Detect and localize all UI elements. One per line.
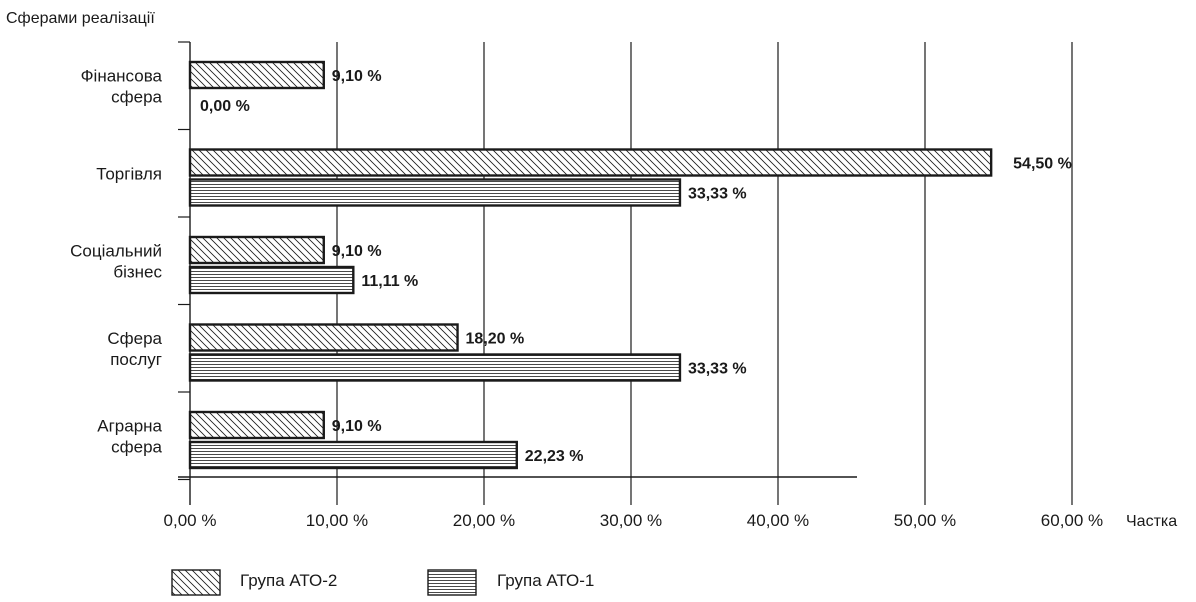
category-label: Торгівля <box>96 164 162 183</box>
data-label: 22,23 % <box>525 448 584 465</box>
bar-ato2 <box>188 60 325 90</box>
bar-ato1 <box>188 178 682 207</box>
y-axis-title: Сферами реалізації <box>6 10 155 27</box>
data-label: 54,50 % <box>1013 156 1072 173</box>
bar-ato1 <box>188 265 355 295</box>
category-label: послуг <box>110 350 162 369</box>
category-label: Соціальний <box>70 241 162 260</box>
x-tick-label: 50,00 % <box>894 511 956 530</box>
category-label: сфера <box>111 87 162 106</box>
data-label: 0,00 % <box>200 98 250 115</box>
legend-label: Група АТО-2 <box>240 571 337 590</box>
data-label: 18,20 % <box>466 331 525 348</box>
category-label: Аграрна <box>97 416 162 435</box>
x-tick-label: 30,00 % <box>600 511 662 530</box>
bar-ato2 <box>188 235 325 265</box>
bar-ato1 <box>188 353 682 382</box>
x-tick-label: 40,00 % <box>747 511 809 530</box>
legend-label: Група АТО-1 <box>497 571 594 590</box>
bar-ato2 <box>188 410 325 440</box>
data-label: 9,10 % <box>332 418 382 435</box>
data-label: 11,11 % <box>361 273 418 290</box>
x-tick-label: 0,00 % <box>164 511 217 530</box>
bar-ato1 <box>188 440 518 470</box>
legend-swatch-ato1 <box>427 569 477 596</box>
x-tick-label: 60,00 % <box>1041 511 1103 530</box>
data-label: 33,33 % <box>688 361 747 378</box>
category-label: Сфера <box>107 329 162 348</box>
x-axis-title: Частка <box>1126 513 1177 530</box>
category-label: Фінансова <box>81 66 163 85</box>
category-label: бізнес <box>113 262 162 281</box>
data-label: 9,10 % <box>332 68 382 85</box>
data-label: 9,10 % <box>332 243 382 260</box>
data-label: 33,33 % <box>688 186 747 203</box>
bar-ato2 <box>188 323 459 352</box>
bar-ato2 <box>188 148 993 177</box>
legend-swatch-ato2 <box>171 569 221 596</box>
category-label: сфера <box>111 437 162 456</box>
x-tick-label: 20,00 % <box>453 511 515 530</box>
x-tick-label: 10,00 % <box>306 511 368 530</box>
